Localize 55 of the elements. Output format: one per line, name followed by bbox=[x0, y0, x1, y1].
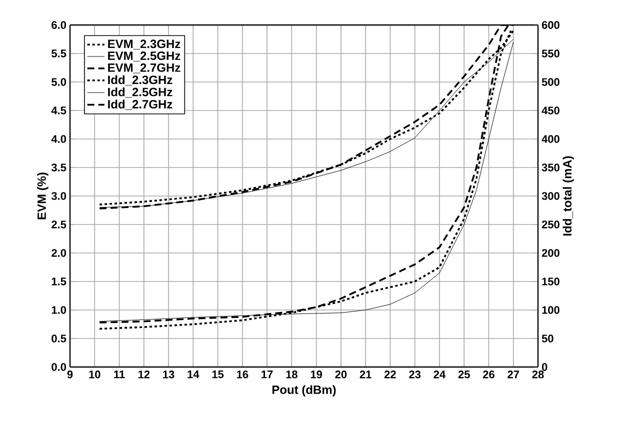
x-tick-label: 14 bbox=[188, 370, 200, 378]
y-tick-label: 6.0 bbox=[52, 21, 66, 29]
y2-tick-label: 300 bbox=[542, 192, 560, 200]
y2-tick-label: 0 bbox=[542, 363, 548, 371]
x-tick-label: 26 bbox=[482, 370, 494, 378]
y2-tick-label: 100 bbox=[542, 306, 560, 314]
legend-label: Idd_2.5GHz bbox=[108, 87, 172, 98]
y-tick-label: 5.0 bbox=[52, 78, 66, 86]
legend-label: Idd_2.3GHz bbox=[108, 75, 172, 86]
x-tick-label: 23 bbox=[409, 370, 421, 378]
x-tick-label: 28 bbox=[532, 370, 544, 378]
y2-tick-label: 150 bbox=[542, 278, 560, 286]
x-tick-label: 10 bbox=[89, 370, 100, 378]
y2-tick-label: 450 bbox=[542, 106, 560, 114]
y-tick-label: 3.5 bbox=[51, 164, 66, 172]
legend-label: EVM_2.3GHz bbox=[108, 40, 180, 50]
x-tick-label: 25 bbox=[458, 370, 470, 378]
x-tick-label: 20 bbox=[335, 370, 347, 378]
x-axis-title: Pout (dBm) bbox=[272, 385, 336, 396]
y2-tick-label: 250 bbox=[542, 220, 560, 228]
y2-tick-label: 400 bbox=[542, 135, 560, 143]
x-tick-label: 27 bbox=[508, 370, 519, 378]
y2-axis-title: Idd_total (mA) bbox=[562, 156, 574, 236]
x-tick-label: 13 bbox=[163, 370, 174, 378]
x-tick-label: 12 bbox=[138, 370, 150, 378]
y-tick-label: 0.0 bbox=[52, 363, 66, 371]
x-tick-label: 22 bbox=[384, 370, 396, 378]
y2-tick-label: 200 bbox=[542, 249, 560, 257]
y-tick-label: 3.0 bbox=[51, 192, 66, 200]
x-tick-label: 11 bbox=[114, 370, 125, 378]
legend-label: EVM_2.5GHz bbox=[108, 52, 180, 62]
y-axis-title: EVM (%) bbox=[37, 172, 48, 220]
legend-label: EVM_2.7GHz bbox=[108, 63, 180, 74]
y-tick-label: 2.5 bbox=[52, 220, 66, 228]
x-tick-label: 17 bbox=[262, 370, 273, 378]
x-tick-label: 9 bbox=[67, 370, 73, 378]
y-tick-label: 5.5 bbox=[52, 50, 66, 58]
y-tick-label: 4.0 bbox=[51, 135, 66, 143]
y2-tick-label: 600 bbox=[542, 21, 560, 29]
y-tick-label: 1.5 bbox=[52, 278, 66, 286]
y-tick-label: 2.0 bbox=[52, 249, 66, 257]
x-tick-label: 18 bbox=[286, 370, 298, 378]
legend-label: Idd_2.7GHz bbox=[108, 100, 172, 110]
y2-tick-label: 350 bbox=[542, 164, 560, 172]
x-tick-label: 19 bbox=[310, 370, 322, 378]
x-tick-label: 24 bbox=[434, 370, 446, 378]
y2-tick-label: 550 bbox=[542, 50, 560, 58]
x-tick-label: 16 bbox=[236, 370, 248, 378]
y-tick-label: 4.5 bbox=[51, 106, 66, 114]
x-tick-label: 15 bbox=[212, 370, 224, 378]
y-tick-label: 1.0 bbox=[52, 306, 66, 314]
x-tick-label: 21 bbox=[360, 370, 372, 378]
y2-tick-label: 50 bbox=[542, 334, 554, 342]
y2-tick-label: 500 bbox=[542, 78, 560, 86]
y-tick-label: 0.5 bbox=[52, 334, 66, 342]
